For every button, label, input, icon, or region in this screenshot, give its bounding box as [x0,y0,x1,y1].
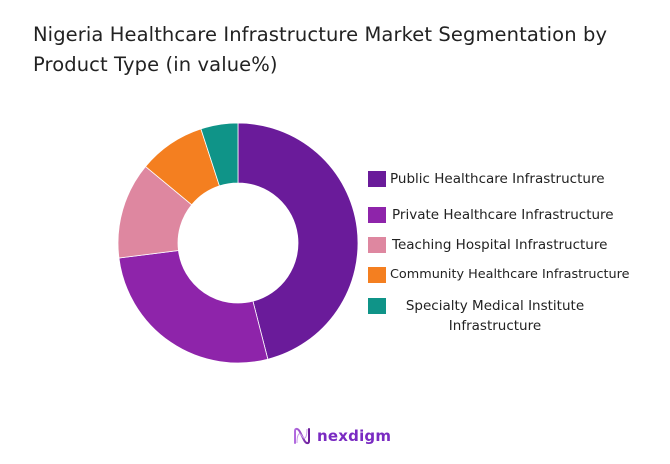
nexdigm-wave-icon [294,427,310,445]
legend-item-teaching: Teaching Hospital Infrastructure [368,237,607,255]
legend-label: Public Healthcare Infrastructure [390,171,605,187]
legend-swatch [368,298,386,314]
donut-slice-public [237,122,359,360]
legend-item-private: Private Healthcare Infrastructure [368,207,614,225]
donut-slice-private [118,250,269,364]
legend-swatch [368,267,386,283]
chart-title: Nigeria Healthcare Infrastructure Market… [33,23,608,76]
legend-label: Teaching Hospital Infrastructure [392,237,608,253]
legend-label: Community Healthcare Infrastructure [390,267,630,282]
legend-swatch [368,171,386,187]
nexdigm-logo: nexdigm [292,426,391,446]
logo-text: nexdigm [317,427,392,445]
legend-item-community: Community Healthcare Infrastructure [368,267,630,285]
legend-label: Specialty Medical Institute Infrastructu… [405,298,585,334]
legend-label: Private Healthcare Infrastructure [392,207,614,223]
legend-swatch [368,237,386,253]
donut-slices [117,122,359,364]
donut-slice-specialty [200,122,239,187]
legend-item-public: Public Healthcare Infrastructure [368,171,605,189]
legend-item-specialty: Specialty Medical Institute Infrastructu… [368,298,610,336]
legend-swatch [368,207,386,223]
